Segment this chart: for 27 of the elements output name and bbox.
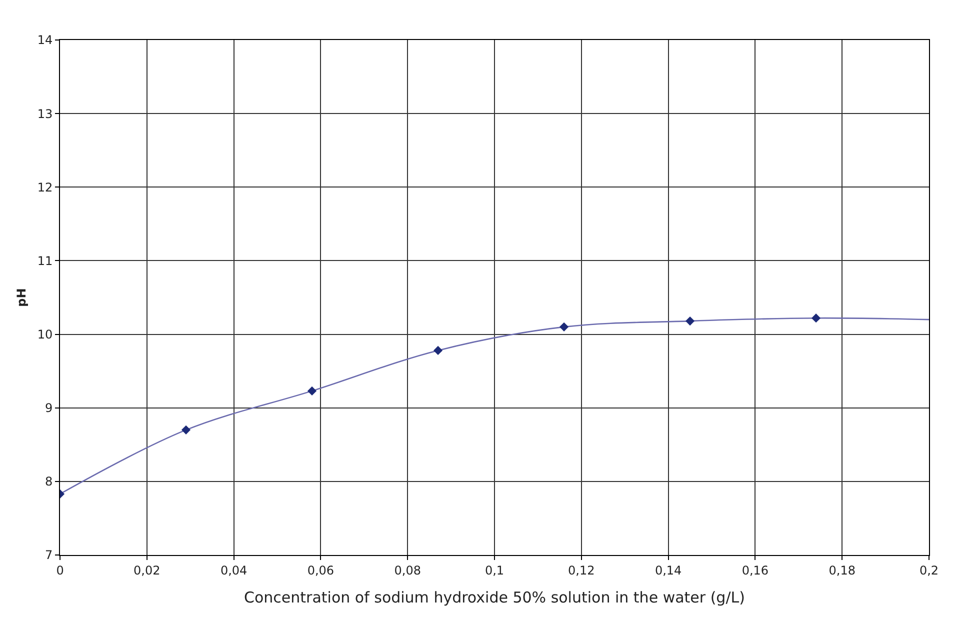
point: [559, 322, 569, 332]
x-tick-label: 0,14: [654, 563, 682, 578]
y-tick-label: 12: [37, 180, 53, 194]
point: [181, 425, 191, 434]
y-axis-title: pH: [14, 288, 29, 307]
x-tick-label: 0,08: [394, 563, 421, 578]
y-tick-label: 10: [37, 327, 53, 342]
y-tick-label: 7: [44, 548, 53, 562]
x-tick-label: 0: [56, 563, 64, 578]
x-tick-label: 0,02: [134, 563, 160, 578]
x-tick-label: 0,18: [828, 563, 856, 578]
point: [685, 316, 695, 326]
x-tick-label: 0,04: [220, 563, 248, 578]
x-tick-label: 0,2: [919, 563, 939, 578]
point: [307, 386, 317, 396]
x-axis-title: Concentration of sodium hydroxide 50% solution in the water (g/L): [244, 588, 745, 606]
y-tick-label: 11: [37, 254, 53, 268]
x-tick-label: 0,16: [742, 563, 769, 578]
point: [811, 314, 821, 323]
x-tick-label: 0,06: [307, 563, 334, 578]
x-tick-label: 0,12: [568, 563, 595, 578]
y-tick-label: 13: [37, 106, 53, 121]
point: [433, 346, 443, 356]
y-tick-label: 14: [37, 33, 53, 48]
y-tick-label: 9: [44, 401, 53, 416]
x-tick-label: 0,1: [484, 563, 504, 578]
y-tick-label: 8: [44, 474, 53, 489]
